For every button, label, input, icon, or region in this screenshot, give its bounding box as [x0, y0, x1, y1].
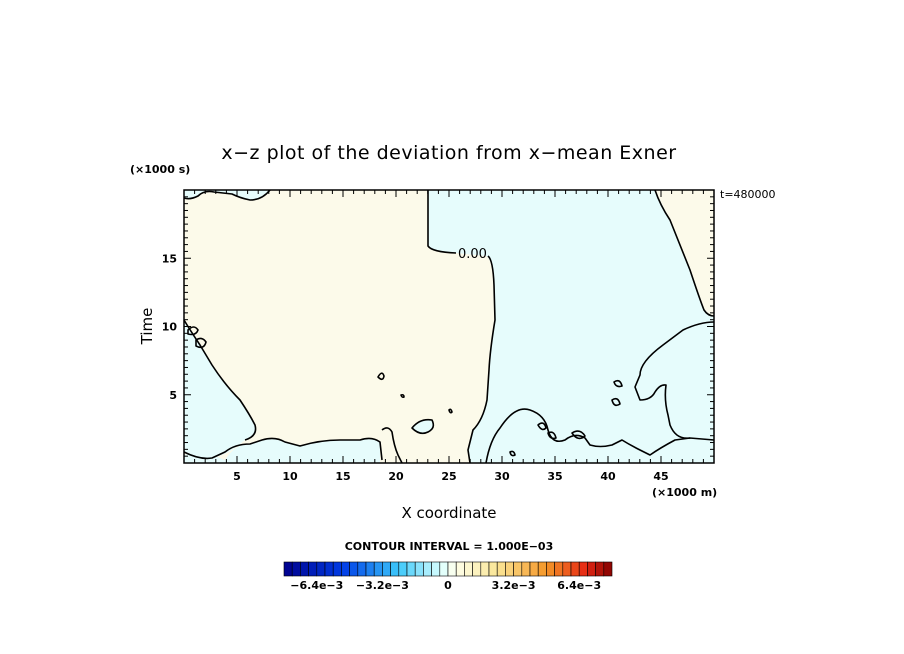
y-tick-label: 15 — [162, 252, 177, 265]
contour-island — [537, 422, 547, 431]
colorbar-swatch — [570, 561, 580, 577]
colorbar-swatch — [447, 561, 457, 577]
negative-region-topleft — [184, 190, 270, 200]
y-tick-label: 5 — [169, 389, 177, 402]
contour-island — [377, 372, 385, 381]
colorbar-swatch — [554, 561, 564, 577]
colorbar-swatch — [373, 561, 383, 577]
contour-island — [613, 379, 623, 388]
colorbar-swatch — [365, 561, 375, 577]
negative-region — [428, 190, 714, 463]
colorbar-swatch — [349, 561, 359, 577]
colorbar-swatch — [332, 561, 342, 577]
colorbar-swatch — [521, 561, 531, 577]
colorbar-swatch — [505, 561, 514, 577]
y-axis-label: Time — [138, 308, 156, 346]
colorbar-swatch — [423, 561, 432, 577]
negative-bottom-strip — [184, 438, 380, 463]
colorbar-swatch — [603, 561, 613, 577]
colorbar-swatch — [488, 561, 498, 577]
contour-line-bottom — [183, 427, 403, 464]
x-tick-label: 40 — [600, 470, 616, 483]
chart-title: x−z plot of the deviation from x−mean Ex… — [221, 142, 676, 164]
contour-line-left — [183, 319, 257, 441]
colorbar-swatch — [529, 561, 539, 577]
contour-line-right — [654, 189, 715, 317]
colorbar-swatch — [283, 561, 293, 577]
colorbar-swatch — [382, 561, 391, 577]
colorbar-label: 3.2e−3 — [492, 579, 536, 592]
contour-line-bottom-center — [485, 408, 691, 464]
colorbar-swatch — [291, 561, 301, 577]
plot-area: 0.00 — [183, 189, 715, 464]
contour-line-right-lower — [634, 321, 715, 441]
colorbar-swatch — [414, 561, 424, 577]
colorbar-label: −3.2e−3 — [356, 579, 409, 592]
colorbar-swatch — [439, 561, 449, 577]
colorbar-swatch — [398, 561, 408, 577]
x-tick-label: 25 — [441, 470, 456, 483]
colorbar-swatch — [578, 561, 588, 577]
x-tick-label: 30 — [494, 470, 510, 483]
x-tick-label: 5 — [233, 470, 241, 483]
colorbar-swatch — [431, 561, 441, 577]
colorbar-swatch — [537, 561, 547, 577]
x-tick-label: 10 — [282, 470, 298, 483]
colorbar-swatch — [587, 561, 596, 577]
colorbar-swatch — [480, 561, 490, 577]
contour-island — [571, 430, 586, 440]
negative-region-left — [184, 320, 256, 460]
colorbar-swatch — [464, 561, 473, 577]
contour-island — [547, 431, 557, 440]
colorbar-swatch — [406, 561, 416, 577]
colorbar-swatch — [513, 561, 523, 577]
time-label: t=480000 — [720, 188, 776, 201]
colorbar-label: 0 — [444, 579, 452, 592]
colorbar-labels: −6.4e−3 −3.2e−3 0 3.2e−3 6.4e−3 — [290, 579, 601, 592]
colorbar-label: 6.4e−3 — [557, 579, 601, 592]
contour-line-topleft — [183, 189, 271, 201]
x-axis-label: X coordinate — [401, 504, 496, 522]
contour-loop — [187, 326, 199, 336]
colorbar — [283, 561, 613, 577]
colorbar-swatch — [455, 561, 465, 577]
contour-island — [509, 450, 516, 457]
colorbar-swatch — [496, 561, 506, 577]
colorbar-swatch — [308, 561, 318, 577]
colorbar-swatch — [300, 561, 309, 577]
contour-interval-label: CONTOUR INTERVAL = 1.000E−03 — [345, 540, 554, 553]
contour-island — [611, 397, 621, 407]
y-unit-label: (×1000 s) — [130, 163, 190, 176]
colorbar-swatch — [341, 561, 350, 577]
x-tick-labels: 5 10 15 20 25 30 35 40 45 — [233, 470, 668, 483]
colorbar-swatch — [595, 561, 605, 577]
colorbar-swatch — [562, 561, 572, 577]
tick-marks — [184, 190, 714, 463]
contour-island — [411, 418, 435, 435]
colorbar-swatch — [316, 561, 326, 577]
y-tick-labels: 5 10 15 — [162, 252, 178, 402]
x-tick-label: 15 — [335, 470, 350, 483]
x-unit-label: (×1000 m) — [652, 486, 717, 499]
colorbar-label: −6.4e−3 — [290, 579, 343, 592]
colorbar-swatch — [472, 561, 482, 577]
contour-island — [448, 408, 453, 414]
x-tick-label: 45 — [653, 470, 668, 483]
contour-loop — [195, 337, 207, 349]
colorbar-swatch — [324, 561, 334, 577]
contour-lines — [183, 189, 715, 464]
colorbar-swatch — [357, 561, 367, 577]
y-tick-label: 10 — [162, 321, 178, 334]
contour-value-label: 0.00 — [458, 247, 487, 262]
contour-line-main — [427, 190, 496, 464]
x-tick-label: 20 — [388, 470, 404, 483]
colorbar-swatch — [546, 561, 555, 577]
contour-island — [400, 393, 405, 399]
colorbar-swatch — [390, 561, 400, 577]
x-tick-label: 35 — [547, 470, 562, 483]
